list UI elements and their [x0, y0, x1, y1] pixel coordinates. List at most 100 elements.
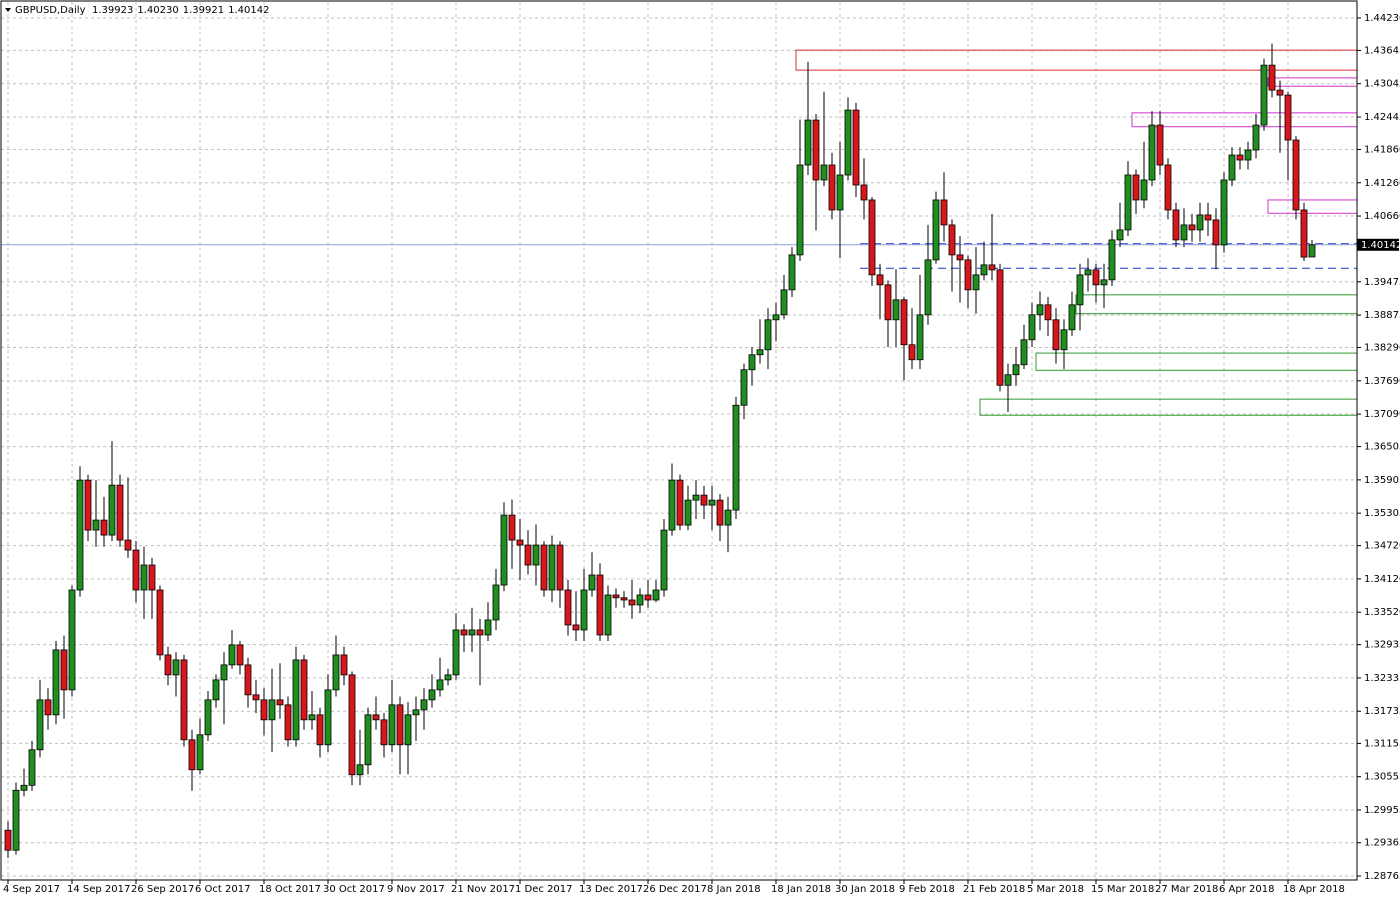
- candle-body: [564, 589, 572, 626]
- candle-body: [460, 629, 468, 636]
- candle-body: [172, 659, 180, 676]
- x-tick-label: 26 Sep 2017: [131, 884, 194, 895]
- candle-body: [1124, 174, 1132, 231]
- candle-body: [372, 714, 380, 721]
- candle-body: [612, 594, 620, 599]
- candle-body: [1052, 319, 1060, 351]
- candle-body: [220, 664, 228, 681]
- x-tick-label: 30 Oct 2017: [323, 884, 385, 895]
- candle-body: [1108, 239, 1116, 281]
- y-tick-label: 1.35305: [1364, 508, 1400, 519]
- candle-body: [1220, 179, 1228, 246]
- candle-body: [972, 274, 980, 291]
- candle-body: [628, 599, 636, 606]
- y-tick-label: 1.34720: [1364, 541, 1400, 552]
- candle-body: [1212, 219, 1220, 246]
- candle-body: [1116, 229, 1124, 241]
- candle-body: [468, 629, 476, 636]
- candle-body: [732, 404, 740, 511]
- candle-body: [644, 594, 652, 601]
- y-tick-label: 1.39475: [1364, 277, 1400, 288]
- candle-body: [476, 629, 484, 636]
- y-tick-label: 1.43645: [1364, 45, 1400, 56]
- y-tick-label: 1.32335: [1364, 673, 1400, 684]
- candle-body: [196, 734, 204, 771]
- candle-body: [1292, 139, 1300, 211]
- candle-body: [924, 259, 932, 316]
- price-label-box: [1357, 238, 1399, 251]
- candle-body: [1268, 64, 1276, 91]
- candle-body: [724, 509, 732, 526]
- candle-body: [692, 494, 700, 501]
- candle-body: [492, 584, 500, 621]
- candle-body: [956, 254, 964, 261]
- candle-body: [1276, 89, 1284, 96]
- ohlc-value: 1.40142: [228, 5, 269, 16]
- candle-body: [948, 224, 956, 256]
- candle-body: [852, 109, 860, 186]
- menu-arrow[interactable]: [5, 8, 11, 12]
- candle-body: [324, 689, 332, 746]
- candle-body: [404, 714, 412, 746]
- axes: 1.44230 1.43645 1.43045 1.42445 1.41860 1.412…: [3, 13, 1400, 895]
- candle-body: [68, 589, 76, 691]
- candle-body: [148, 564, 156, 591]
- candle-body: [124, 539, 132, 551]
- candle-body: [228, 644, 236, 666]
- candle-body: [708, 499, 716, 506]
- y-tick-label: 1.42445: [1364, 112, 1400, 123]
- candle-body: [780, 289, 788, 316]
- candle-body: [884, 284, 892, 321]
- candle-body: [236, 644, 244, 666]
- candle-body: [500, 514, 508, 586]
- candle-body: [1284, 94, 1292, 141]
- y-tick-label: 1.40660: [1364, 211, 1400, 222]
- candle-body: [1156, 124, 1164, 166]
- y-tick-label: 1.41260: [1364, 178, 1400, 189]
- x-tick-label: 15 Mar 2018: [1091, 884, 1154, 895]
- candle-body: [52, 649, 60, 716]
- candle-body: [484, 619, 492, 636]
- candle-body: [204, 699, 212, 736]
- candle-body: [860, 184, 868, 201]
- x-tick-label: 21 Nov 2017: [451, 884, 515, 895]
- candle-body: [420, 699, 428, 711]
- candle-body: [588, 574, 596, 591]
- candle-body: [116, 484, 124, 541]
- objects: [1, 49, 1358, 416]
- candle-body: [580, 589, 588, 631]
- candle-body: [892, 299, 900, 321]
- y-tick-label: 1.43045: [1364, 79, 1400, 90]
- candle-body: [20, 784, 28, 791]
- y-tick-label: 1.32935: [1364, 640, 1400, 651]
- candle-body: [652, 589, 660, 601]
- candle-body: [1188, 224, 1196, 231]
- candle-body: [244, 664, 252, 696]
- x-tick-label: 18 Jan 2018: [771, 884, 831, 895]
- candle-body: [996, 269, 1004, 386]
- candle-body: [756, 349, 764, 356]
- candle-body: [108, 484, 116, 536]
- candle-body: [1260, 64, 1268, 126]
- candle-body: [340, 654, 348, 676]
- candle-body: [212, 679, 220, 701]
- candle-body: [36, 699, 44, 751]
- candle-body: [988, 264, 996, 271]
- candle-body: [1092, 269, 1100, 286]
- candle-body: [84, 479, 92, 531]
- candle-body: [284, 704, 292, 741]
- candle-body: [668, 479, 676, 531]
- candle-body: [252, 694, 260, 701]
- y-tick-label: 1.30555: [1364, 772, 1400, 783]
- y-tick-label: 1.35905: [1364, 475, 1400, 486]
- candle-body: [796, 164, 804, 256]
- candle-body: [604, 594, 612, 636]
- y-tick-label: 1.38290: [1364, 343, 1400, 354]
- candle-body: [100, 519, 108, 536]
- y-tick-label: 1.28765: [1364, 871, 1400, 882]
- x-tick-label: 6 Oct 2017: [195, 884, 250, 895]
- candle-body: [1100, 279, 1108, 286]
- candle-body: [452, 629, 460, 676]
- candle-body: [348, 674, 356, 776]
